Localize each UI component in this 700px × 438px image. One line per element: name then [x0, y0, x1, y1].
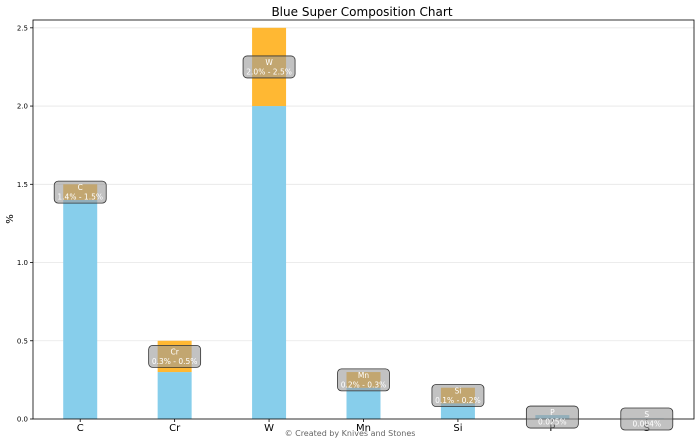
y-tick-label: 1.0 — [17, 259, 28, 267]
x-tick-label-p: P — [549, 423, 555, 434]
annotation-cr: Cr0.3% - 0.5% — [148, 345, 202, 368]
y-tick-label: 2.5 — [17, 24, 28, 32]
annotation-c: C1.4% - 1.5% — [53, 180, 107, 204]
chart-title: Blue Super Composition Chart — [271, 5, 452, 19]
annotation-si: Si0.1% - 0.2% — [431, 384, 485, 407]
axes: 0.0 0.5 1.0 1.5 2.0 2.5 C Cr W Mn Si P S — [17, 19, 695, 434]
annotation-element: Si — [454, 387, 461, 396]
annotation-s: S0.004% — [620, 407, 674, 431]
annotation-range: 1.4% - 1.5% — [57, 193, 103, 202]
annotation-box — [148, 345, 202, 368]
y-tick-label: 0.5 — [17, 337, 28, 345]
annotation-mn: Mn0.2% - 0.3% — [337, 368, 390, 392]
y-tick-label: 0.0 — [17, 416, 28, 424]
x-tick-label-si: Si — [453, 423, 462, 434]
bar-min-w — [252, 106, 287, 419]
y-tick-label: 1.5 — [17, 181, 28, 189]
annotation-range: 0.3% - 0.5% — [152, 357, 198, 366]
footer-credit: © Created by Knives and Stones — [285, 429, 416, 438]
x-tick-label-c: C — [77, 423, 84, 434]
annotation-range: 0.2% - 0.3% — [341, 380, 387, 389]
annotation-element: Mn — [358, 371, 369, 380]
annotations: C1.4% - 1.5%Cr0.3% - 0.5%W2.0% - 2.5%Mn0… — [53, 55, 674, 431]
annotation-range: 0.004% — [632, 420, 661, 429]
annotation-box — [620, 407, 674, 431]
annotation-element: C — [78, 183, 83, 192]
annotation-element: W — [265, 58, 273, 67]
annotation-range: 0.1% - 0.2% — [435, 396, 481, 405]
y-axis-label: % — [5, 214, 16, 224]
annotation-box — [242, 55, 296, 79]
plot-frame — [32, 19, 695, 420]
annotation-range: 2.0% - 2.5% — [246, 67, 292, 76]
gridlines — [33, 27, 694, 420]
annotation-p: P0.025% — [525, 405, 579, 429]
annotation-box — [337, 368, 390, 392]
annotation-box — [53, 180, 107, 204]
annotation-range: 0.025% — [538, 418, 567, 427]
annotation-w: W2.0% - 2.5% — [242, 55, 296, 79]
bar-min-si — [440, 403, 475, 419]
x-tick-label-cr: Cr — [169, 423, 181, 434]
x-tick-label-w: W — [264, 423, 274, 434]
y-tick-label: 2.0 — [17, 103, 28, 111]
bar-min-mn — [346, 387, 381, 419]
annotation-element: P — [550, 408, 555, 417]
annotation-box — [431, 384, 485, 407]
annotation-box — [525, 405, 579, 429]
bar-min-c — [63, 199, 98, 419]
bar-min-cr — [157, 372, 192, 419]
annotation-element: S — [644, 410, 649, 419]
annotation-element: Cr — [170, 347, 179, 356]
x-tick-label-mn: Mn — [356, 423, 371, 434]
